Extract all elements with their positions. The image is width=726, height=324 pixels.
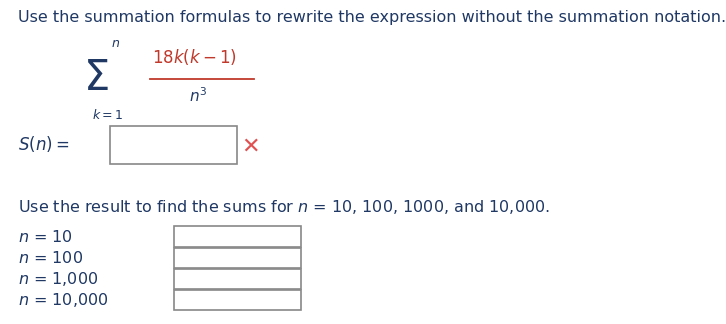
- Text: $n$ = 1,000: $n$ = 1,000: [18, 270, 99, 288]
- FancyBboxPatch shape: [174, 248, 301, 268]
- Text: Use the result to find the sums for $n$ = 10, 100, 1000, and 10,000.: Use the result to find the sums for $n$ …: [18, 198, 550, 216]
- FancyBboxPatch shape: [174, 269, 301, 289]
- FancyBboxPatch shape: [174, 226, 301, 247]
- Text: $\Sigma$: $\Sigma$: [83, 57, 109, 99]
- Text: $n$ = 10,000: $n$ = 10,000: [18, 291, 109, 309]
- FancyBboxPatch shape: [174, 290, 301, 310]
- Text: $k = 1$: $k = 1$: [92, 108, 123, 122]
- Text: ✕: ✕: [241, 136, 260, 156]
- Text: $18k(k - 1)$: $18k(k - 1)$: [152, 47, 237, 67]
- Text: Use the summation formulas to rewrite the expression without the summation notat: Use the summation formulas to rewrite th…: [18, 10, 726, 25]
- Text: $n$ = 10: $n$ = 10: [18, 228, 73, 245]
- FancyBboxPatch shape: [110, 126, 237, 164]
- Text: $n$: $n$: [111, 37, 121, 50]
- Text: $n$ = 100: $n$ = 100: [18, 249, 83, 266]
- Text: $S(n) =$: $S(n) =$: [18, 134, 70, 154]
- Text: $n^3$: $n^3$: [189, 86, 207, 105]
